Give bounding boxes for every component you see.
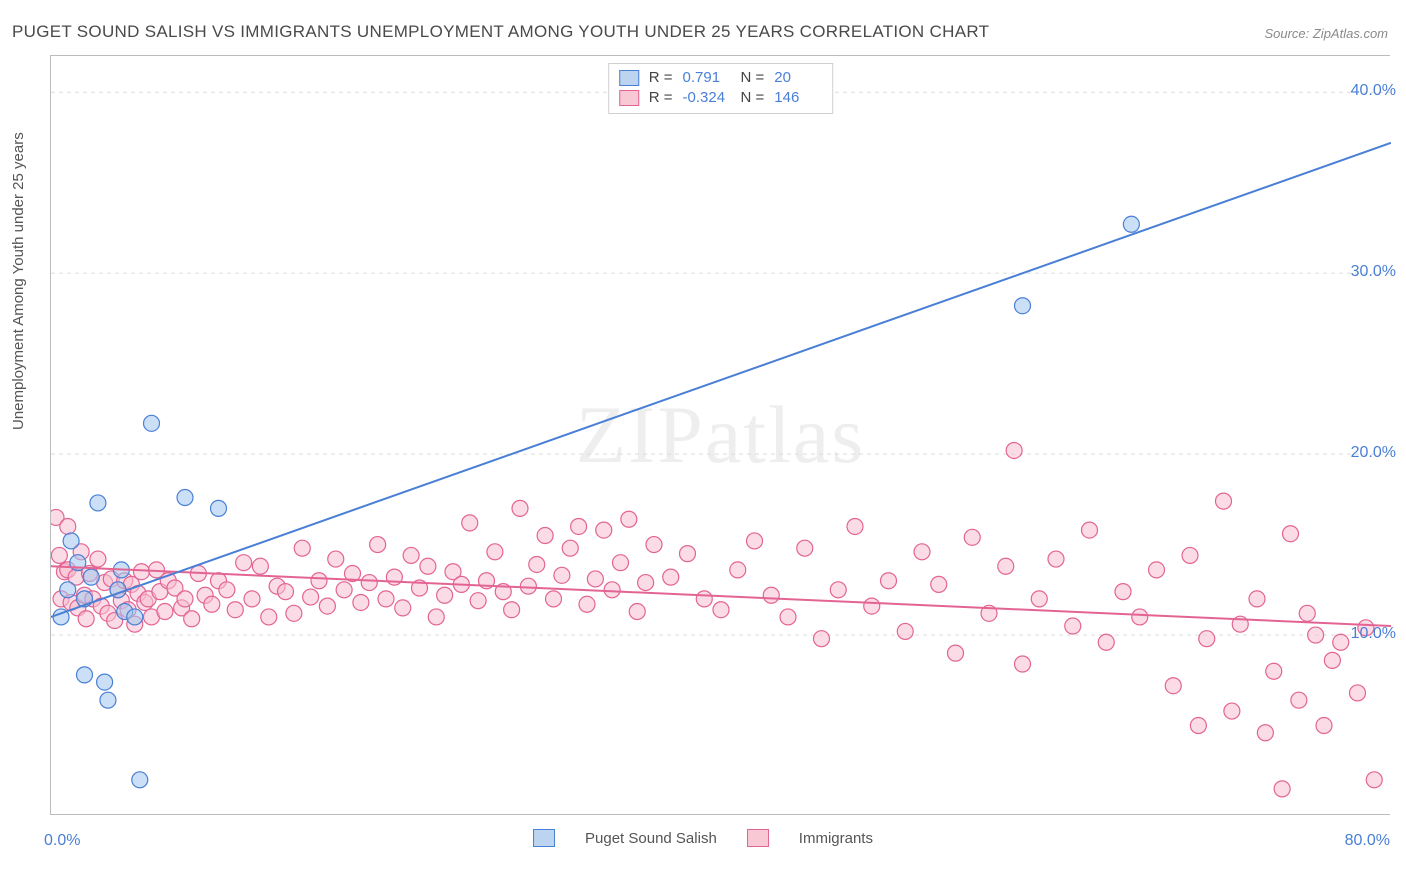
watermark-text: ZIPatlas xyxy=(576,388,865,482)
chart-title: PUGET SOUND SALISH VS IMMIGRANTS UNEMPLO… xyxy=(12,22,989,42)
plot-area: ZIPatlas R = 0.791 N = 20 R = -0.324 N =… xyxy=(50,55,1390,815)
x-max-label: 80.0% xyxy=(1345,832,1390,850)
legend-label-pink: Immigrants xyxy=(799,830,873,847)
source-label: Source: ZipAtlas.com xyxy=(1264,26,1388,41)
y-axis-label: Unemployment Among Youth under 25 years xyxy=(10,132,27,430)
n-value-pink: 146 xyxy=(774,88,822,108)
ytick-label: 10.0% xyxy=(1351,625,1396,643)
n-label: N = xyxy=(741,68,765,88)
legend-label-blue: Puget Sound Salish xyxy=(585,830,717,847)
ytick-label: 40.0% xyxy=(1351,82,1396,100)
legend-swatch-pink xyxy=(747,829,769,847)
ytick-label: 20.0% xyxy=(1351,444,1396,462)
n-value-blue: 20 xyxy=(774,68,822,88)
r-label: R = xyxy=(649,68,673,88)
x-min-label: 0.0% xyxy=(44,832,80,850)
series-legend: Puget Sound Salish Immigrants xyxy=(533,829,873,847)
swatch-blue xyxy=(619,70,639,86)
swatch-pink xyxy=(619,90,639,106)
stats-legend: R = 0.791 N = 20 R = -0.324 N = 146 xyxy=(608,63,834,114)
n-label: N = xyxy=(741,88,765,108)
r-value-blue: 0.791 xyxy=(683,68,731,88)
r-value-pink: -0.324 xyxy=(683,88,731,108)
legend-swatch-blue xyxy=(533,829,555,847)
ytick-label: 30.0% xyxy=(1351,263,1396,281)
stats-row-blue: R = 0.791 N = 20 xyxy=(619,68,823,88)
chart-container: PUGET SOUND SALISH VS IMMIGRANTS UNEMPLO… xyxy=(0,0,1406,892)
chart-svg xyxy=(51,56,1391,816)
r-label: R = xyxy=(649,88,673,108)
stats-row-pink: R = -0.324 N = 146 xyxy=(619,88,823,108)
